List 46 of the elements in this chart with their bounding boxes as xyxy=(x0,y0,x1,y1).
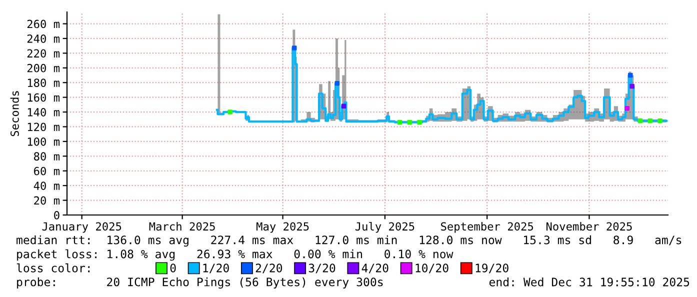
legend-label: 0 xyxy=(170,264,176,272)
y-tick-label: 140 m xyxy=(28,108,60,116)
point xyxy=(658,118,662,124)
x-tick-label: March 2025 xyxy=(149,222,215,231)
y-tick-label: 120 m xyxy=(28,122,60,132)
legend-label: 4/20 xyxy=(362,264,388,274)
y-tick-label: 200 m xyxy=(27,64,60,72)
y-tick-label: 260 m xyxy=(27,20,60,28)
x-tick-label: July 2025 xyxy=(355,222,414,233)
point xyxy=(334,80,340,86)
y-tick-label: 100 m xyxy=(28,137,60,146)
y-tick-label: 180 m xyxy=(28,78,60,88)
y-tick-label: 160 m xyxy=(28,93,60,102)
x-tick-label: November 2025 xyxy=(546,222,632,231)
point xyxy=(628,72,633,78)
legend-label: 1/20 xyxy=(203,264,229,274)
point xyxy=(638,118,643,124)
legend-title: loss color: xyxy=(16,263,90,272)
point xyxy=(648,118,653,124)
x-tick-label: January 2025 xyxy=(42,222,122,233)
legend-label: 3/20 xyxy=(308,264,336,274)
point xyxy=(630,84,634,89)
y-tick-label: 240 m xyxy=(27,34,60,43)
legend-label: 2/20 xyxy=(256,264,282,274)
y-tick-label: 220 m xyxy=(27,49,60,58)
point xyxy=(228,110,232,114)
y-tick-label: 40 m xyxy=(34,182,60,190)
y-tick-label: 0 xyxy=(54,211,60,220)
x-tick-label: May 2025 xyxy=(256,222,309,233)
point xyxy=(624,106,630,111)
text: end: Wed Dec 31 19:55:10 2025 xyxy=(489,277,690,286)
text: median rtt: 136.0 ms avg 227.4 ms max 127.0 ms min 128.0 ms now 15.3 ms sd 8.9 am/s xyxy=(16,235,682,247)
point xyxy=(417,120,422,125)
legend-label: 10/20 xyxy=(416,264,448,274)
point xyxy=(292,46,297,50)
y-tick-label: 20 m xyxy=(34,196,60,205)
y-tick-label: 60 m xyxy=(34,166,60,176)
x-tick-label: September 2025 xyxy=(441,222,534,233)
y-tick-label: 80 m xyxy=(34,152,60,161)
point xyxy=(397,120,402,125)
point xyxy=(341,104,346,109)
text: packet loss: 1.08 % avg 26.93 % max 0.00 % min 0.10 % now xyxy=(17,249,454,261)
y-axis-title: Seconds xyxy=(10,91,19,136)
legend-label: 19/20 xyxy=(476,264,508,274)
point xyxy=(407,120,412,125)
text: probe: 20 ICMP Echo Pings (56 Bytes) every 300s xyxy=(17,277,383,289)
